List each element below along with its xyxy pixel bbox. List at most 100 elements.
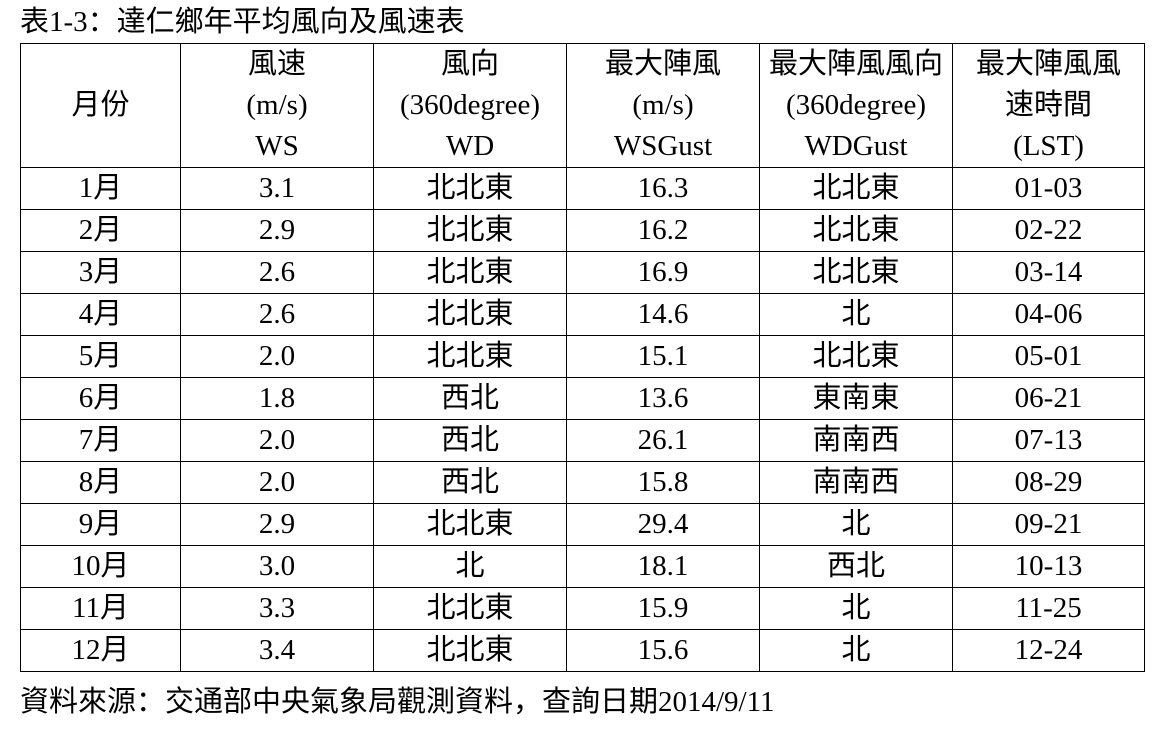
cell-ws: 2.6 (180, 293, 374, 336)
cell-wdgust: 南南西 (759, 461, 953, 504)
source-note: 資料來源：交通部中央氣象局觀測資料，查詢日期2014/9/11 (20, 686, 775, 718)
table-body: 1月 3.1 北北東 16.3 北北東 01-03 2月 2.9 北北東 16.2 北北東 02-22… (20, 167, 1145, 672)
header-line: WDGust (804, 130, 908, 162)
cell-ws: 3.1 (180, 167, 374, 210)
cell-wd: 北北東 (373, 167, 567, 210)
cell-ws: 2.0 (180, 419, 374, 462)
cell-wsgust: 18.1 (566, 545, 760, 588)
cell-gust-time: 04-06 (952, 293, 1145, 336)
header-line: 風速 (247, 48, 306, 80)
cell-wsgust: 16.3 (566, 167, 760, 210)
cell-wsgust: 15.6 (566, 629, 760, 672)
header-line: (LST) (1013, 130, 1084, 162)
cell-ws: 3.0 (180, 545, 374, 588)
cell-gust-time: 09-21 (952, 503, 1145, 546)
header-line: (m/s) (632, 89, 694, 121)
header-month: 月份 (20, 43, 181, 168)
cell-month: 8月 (20, 461, 181, 504)
table-row: 4月 2.6 北北東 14.6 北 04-06 (20, 293, 1145, 336)
cell-wdgust: 北 (759, 293, 953, 336)
cell-wdgust: 北北東 (759, 167, 953, 210)
cell-gust-time: 01-03 (952, 167, 1145, 210)
header-line: 最大陣風風 (975, 48, 1121, 80)
cell-wdgust: 北北東 (759, 209, 953, 252)
table-row: 9月 2.9 北北東 29.4 北 09-21 (20, 503, 1145, 546)
cell-wsgust: 15.8 (566, 461, 760, 504)
cell-wsgust: 15.9 (566, 587, 760, 630)
table-header: 月份 風速 (m/s) WS 風向 (360degree) WD 最大陣風 (m… (20, 43, 1145, 168)
cell-gust-time: 02-22 (952, 209, 1145, 252)
cell-wd: 北北東 (373, 629, 567, 672)
header-line: WS (255, 130, 299, 162)
cell-wdgust: 東南東 (759, 377, 953, 420)
cell-wdgust: 南南西 (759, 419, 953, 462)
cell-wdgust: 北 (759, 629, 953, 672)
cell-wdgust: 西北 (759, 545, 953, 588)
table-row: 12月 3.4 北北東 15.6 北 12-24 (20, 629, 1145, 672)
cell-ws: 1.8 (180, 377, 374, 420)
cell-wd: 西北 (373, 419, 567, 462)
table-row: 5月 2.0 北北東 15.1 北北東 05-01 (20, 335, 1145, 378)
cell-wd: 北北東 (373, 587, 567, 630)
cell-month: 5月 (20, 335, 181, 378)
cell-month: 1月 (20, 167, 181, 210)
header-line: WD (445, 130, 495, 162)
cell-ws: 3.4 (180, 629, 374, 672)
header-line: (360degree) (785, 89, 927, 121)
cell-month: 7月 (20, 419, 181, 462)
header-line: 月份 (71, 89, 130, 121)
header-gust-time: 最大陣風風 速時間 (LST) (952, 43, 1145, 168)
cell-gust-time: 05-01 (952, 335, 1145, 378)
cell-gust-time: 10-13 (952, 545, 1145, 588)
cell-wdgust: 北北東 (759, 335, 953, 378)
cell-month: 11月 (20, 587, 181, 630)
table-row: 6月 1.8 西北 13.6 東南東 06-21 (20, 377, 1145, 420)
cell-gust-time: 07-13 (952, 419, 1145, 462)
cell-wsgust: 14.6 (566, 293, 760, 336)
cell-month: 6月 (20, 377, 181, 420)
cell-month: 2月 (20, 209, 181, 252)
table-row: 1月 3.1 北北東 16.3 北北東 01-03 (20, 167, 1145, 210)
cell-gust-time: 06-21 (952, 377, 1145, 420)
cell-wsgust: 15.1 (566, 335, 760, 378)
cell-ws: 3.3 (180, 587, 374, 630)
header-line: (m/s) (246, 89, 308, 121)
header-line: (360degree) (399, 89, 541, 121)
table-title: 表1-3：達仁鄉年平均風向及風速表 (20, 6, 465, 38)
header-ws: 風速 (m/s) WS (180, 43, 374, 168)
cell-gust-time: 12-24 (952, 629, 1145, 672)
cell-month: 4月 (20, 293, 181, 336)
cell-wd: 北北東 (373, 503, 567, 546)
cell-wd: 西北 (373, 461, 567, 504)
cell-ws: 2.6 (180, 251, 374, 294)
cell-gust-time: 11-25 (952, 587, 1145, 630)
header-line: 風向 (440, 48, 499, 80)
cell-wd: 北北東 (373, 293, 567, 336)
cell-ws: 2.0 (180, 461, 374, 504)
table-row: 2月 2.9 北北東 16.2 北北東 02-22 (20, 209, 1145, 252)
header-wdgust: 最大陣風風向 (360degree) WDGust (759, 43, 953, 168)
table-row: 8月 2.0 西北 15.8 南南西 08-29 (20, 461, 1145, 504)
wind-table: 月份 風速 (m/s) WS 風向 (360degree) WD 最大陣風 (m… (20, 43, 1145, 672)
cell-wsgust: 26.1 (566, 419, 760, 462)
cell-wsgust: 16.9 (566, 251, 760, 294)
cell-wdgust: 北 (759, 587, 953, 630)
cell-wd: 北北東 (373, 335, 567, 378)
cell-wsgust: 13.6 (566, 377, 760, 420)
header-line: 最大陣風風向 (768, 48, 943, 80)
table-row: 10月 3.0 北 18.1 西北 10-13 (20, 545, 1145, 588)
table-row: 7月 2.0 西北 26.1 南南西 07-13 (20, 419, 1145, 462)
cell-wd: 北 (373, 545, 567, 588)
cell-month: 12月 (20, 629, 181, 672)
cell-month: 10月 (20, 545, 181, 588)
cell-wd: 北北東 (373, 209, 567, 252)
header-line: 速時間 (1004, 89, 1092, 121)
cell-ws: 2.9 (180, 503, 374, 546)
cell-month: 3月 (20, 251, 181, 294)
header-wsgust: 最大陣風 (m/s) WSGust (566, 43, 760, 168)
cell-gust-time: 03-14 (952, 251, 1145, 294)
header-line: 最大陣風 (604, 48, 721, 80)
cell-wdgust: 北 (759, 503, 953, 546)
cell-gust-time: 08-29 (952, 461, 1145, 504)
header-row: 月份 風速 (m/s) WS 風向 (360degree) WD 最大陣風 (m… (20, 43, 1145, 168)
